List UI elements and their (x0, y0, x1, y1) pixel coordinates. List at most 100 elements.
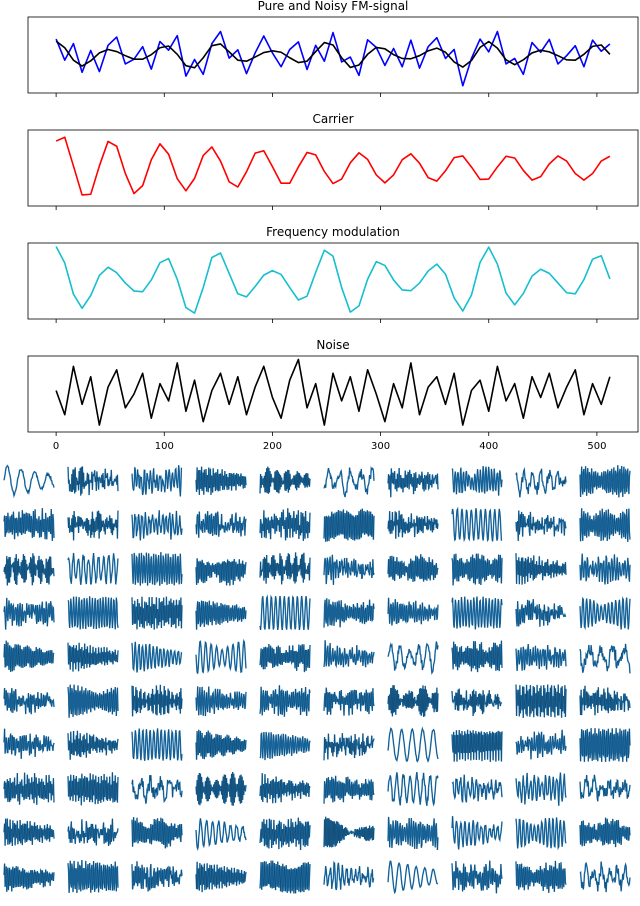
thumbnail-shadow (387, 685, 439, 717)
thumbnail-shadow (515, 553, 567, 585)
thumbnail-signal (3, 728, 55, 759)
thumbnail-shadow (451, 774, 503, 803)
thumbnail-shadow (323, 640, 375, 668)
thumbnail-shadow (67, 510, 119, 541)
thumbnail-shadow (515, 729, 567, 760)
thumbnail-shadow (3, 863, 55, 892)
thumbnail-shadow (387, 816, 439, 851)
thumbnail-shadow (259, 552, 311, 585)
thumbnail-shadow (3, 553, 55, 586)
thumbnail-shadow (387, 641, 439, 674)
thumbnail-shadow (195, 818, 247, 850)
thumbnail-shadow (195, 511, 247, 538)
thumbnail-shadow (67, 596, 119, 630)
thumbnail-shadow (579, 465, 631, 498)
thumbnail-signal (515, 729, 567, 760)
axes-frame (27, 129, 639, 207)
thumbnail-shadow (259, 595, 311, 631)
thumbnail-shadow (259, 643, 311, 673)
thumbnail-shadow (259, 466, 311, 494)
thumbnail-shadow (195, 558, 247, 586)
thumbnail-shadow (579, 861, 631, 893)
axes-frame (27, 355, 639, 433)
thumbnail-signal (131, 861, 183, 892)
thumbnail-shadow (451, 553, 503, 586)
thumbnail-shadow (131, 465, 183, 497)
thumbnail-shadow (323, 554, 375, 585)
thumbnail-shadow (323, 775, 375, 804)
thumbnail-shadow (131, 775, 183, 804)
thumbnail-shadow (579, 553, 631, 585)
thumbnail-shadow (259, 773, 311, 804)
axes-frame (27, 16, 639, 94)
thumbnail-shadow (323, 508, 375, 542)
thumbnail-shadow (387, 860, 439, 893)
thumbnail-shadow (451, 596, 503, 630)
thumbnail-shadow (579, 508, 631, 542)
chart-title: Frequency modulation (266, 225, 400, 239)
thumbnail-shadow (451, 640, 503, 673)
thumbnail-shadow (195, 600, 247, 630)
thumbnail-shadow (195, 466, 247, 495)
thumbnail-shadow (3, 728, 55, 759)
thumbnail-shadow (259, 508, 311, 541)
thumbnail-shadow (323, 467, 375, 498)
x-tick-label: 500 (587, 441, 606, 452)
thumbnail-shadow (67, 772, 119, 806)
thumbnail-shadow (387, 510, 439, 539)
thumbnail-shadow (451, 860, 503, 894)
axes-frame (27, 242, 639, 320)
thumbnail-shadow (323, 598, 375, 628)
thumbnail-shadow (195, 729, 247, 760)
thumbnail-shadow (67, 552, 119, 585)
thumbnail-signal (387, 860, 439, 895)
thumbnail-shadow (579, 597, 631, 630)
signal-line (55, 246, 611, 314)
thumbnail-shadow (3, 508, 55, 541)
thumbnail-shadow (131, 510, 183, 541)
thumbnail-shadow (131, 817, 183, 849)
thumbnail-shadow (451, 688, 503, 717)
thumbnail-shadow (387, 467, 439, 498)
thumbnail-shadow (67, 684, 119, 718)
thumbnail-shadow (451, 729, 503, 762)
thumbnail-shadow (131, 684, 183, 717)
thumbnail-shadow (387, 597, 439, 626)
thumbnail-shadow (515, 860, 567, 893)
thumbnail-shadow (323, 816, 375, 848)
thumbnail-signal (579, 643, 631, 674)
thumbnail-shadow (259, 731, 311, 761)
chart-title: Pure and Noisy FM-signal (258, 0, 409, 13)
thumbnail-shadow (323, 687, 375, 716)
thumbnail-shadow (387, 728, 439, 762)
thumbnail-shadow (195, 686, 247, 717)
thumbnail-shadow (3, 818, 55, 847)
thumbnail-shadow (515, 817, 567, 849)
thumbnail-shadow (67, 642, 119, 672)
thumbnail-shadow (387, 772, 439, 806)
thumbnail-shadow (195, 771, 247, 806)
thumbnail-shadow (323, 862, 375, 891)
thumbnail-shadow (451, 466, 503, 496)
thumbnail-shadow (579, 774, 631, 802)
chart-title: Carrier (312, 112, 353, 126)
thumbnail-shadow (259, 860, 311, 894)
thumbnail-shadow (195, 640, 247, 674)
thumbnail-shadow (3, 465, 55, 497)
thumbnail-shadow (259, 817, 311, 851)
thumbnail-shadow (3, 687, 55, 715)
signal-line (55, 358, 611, 426)
thumbnail-shadow (579, 728, 631, 762)
thumbnail-shadow (67, 466, 119, 496)
thumbnail-shadow (195, 861, 247, 893)
thumbnail-shadow (259, 685, 311, 717)
thumbnail-signal (3, 640, 55, 672)
signal-line (55, 40, 611, 69)
thumbnail-shadow (131, 641, 183, 673)
thumbnail-shadow (579, 643, 631, 674)
thumbnail-shadow (131, 728, 183, 761)
thumbnail-shadow (323, 733, 375, 761)
thumbnail-shadow (3, 772, 55, 805)
